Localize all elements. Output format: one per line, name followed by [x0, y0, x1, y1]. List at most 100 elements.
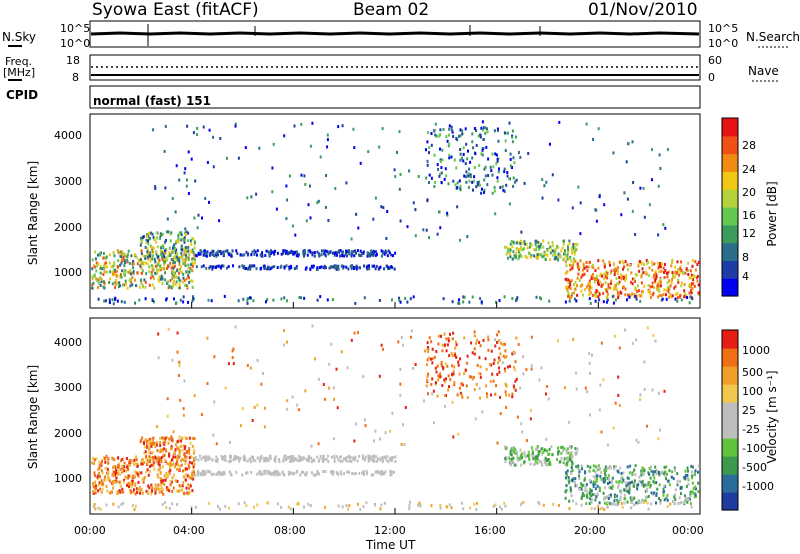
data-pixel — [692, 278, 695, 282]
data-pixel — [618, 480, 621, 483]
data-pixel — [312, 473, 315, 477]
data-pixel — [652, 470, 655, 474]
data-pixel — [579, 488, 582, 491]
data-pixel — [483, 178, 486, 182]
data-pixel — [161, 479, 164, 483]
data-pixel — [239, 424, 242, 428]
data-pixel — [563, 447, 566, 451]
data-pixel — [332, 386, 335, 390]
data-pixel — [191, 261, 194, 265]
data-pixel — [192, 131, 195, 135]
velocity-colorbar — [721, 329, 739, 511]
data-pixel — [174, 260, 176, 264]
data-pixel — [184, 227, 187, 231]
data-pixel — [609, 464, 612, 468]
data-pixel — [624, 279, 627, 282]
data-pixel — [688, 497, 691, 501]
data-pixel — [354, 249, 356, 253]
data-pixel — [157, 455, 160, 459]
data-pixel — [393, 267, 396, 271]
data-pixel — [528, 251, 530, 255]
data-pixel — [250, 455, 253, 459]
data-pixel — [513, 256, 516, 260]
data-pixel — [462, 300, 465, 304]
data-pixel — [549, 463, 552, 467]
data-pixel — [139, 491, 141, 495]
data-pixel — [100, 461, 103, 465]
data-pixel — [149, 276, 152, 280]
data-pixel — [133, 470, 136, 474]
data-pixel — [651, 281, 654, 285]
data-pixel — [596, 492, 599, 496]
data-pixel — [174, 479, 177, 483]
data-pixel — [598, 501, 601, 505]
data-pixel — [274, 455, 277, 459]
data-pixel — [178, 435, 181, 439]
data-pixel — [447, 339, 450, 343]
data-pixel — [381, 127, 384, 131]
data-pixel — [590, 286, 593, 290]
data-pixel — [167, 286, 170, 290]
data-pixel — [690, 470, 693, 474]
data-pixel — [172, 281, 175, 285]
data-pixel — [626, 465, 629, 469]
data-pixel — [535, 456, 537, 459]
data-pixel — [470, 175, 472, 179]
data-pixel — [476, 181, 479, 185]
data-pixel — [214, 459, 217, 463]
data-pixel — [288, 472, 290, 476]
data-pixel — [594, 465, 597, 469]
data-pixel — [462, 153, 465, 156]
data-pixel — [170, 447, 172, 451]
data-pixel — [647, 289, 650, 293]
data-pixel — [607, 497, 610, 500]
data-pixel — [439, 133, 442, 137]
data-pixel — [551, 453, 554, 457]
data-pixel — [346, 470, 349, 474]
data-pixel — [428, 151, 430, 155]
data-pixel — [366, 254, 369, 258]
data-pixel — [515, 377, 518, 381]
data-pixel — [208, 200, 210, 204]
data-pixel — [256, 359, 259, 362]
data-pixel — [542, 245, 545, 249]
power-colorbar-segment — [722, 242, 738, 261]
vel-cb-tick-0: 1000 — [742, 344, 770, 357]
data-pixel — [234, 124, 237, 128]
data-pixel — [139, 440, 142, 444]
data-pixel — [570, 295, 573, 299]
data-pixel — [511, 446, 514, 450]
data-pixel — [571, 266, 574, 270]
data-pixel — [454, 353, 457, 357]
data-pixel — [495, 153, 498, 157]
data-pixel — [580, 484, 583, 488]
data-pixel — [303, 456, 306, 460]
data-pixel — [657, 288, 660, 292]
data-pixel — [213, 355, 216, 359]
data-pixel — [183, 283, 186, 287]
data-pixel — [205, 266, 208, 270]
data-pixel — [191, 436, 194, 440]
data-pixel — [487, 157, 490, 161]
data-pixel — [114, 473, 116, 477]
data-pixel — [400, 443, 403, 446]
data-pixel — [638, 479, 641, 483]
data-pixel — [613, 267, 616, 271]
data-pixel — [244, 456, 247, 460]
data-pixel — [363, 473, 366, 476]
data-pixel — [541, 196, 544, 200]
data-pixel — [217, 504, 219, 508]
data-pixel — [380, 472, 383, 476]
data-pixel — [120, 459, 123, 463]
data-pixel — [278, 472, 280, 476]
data-pixel — [91, 456, 94, 460]
data-pixel — [359, 161, 362, 165]
data-pixel — [149, 456, 152, 460]
data-pixel — [644, 489, 647, 493]
power-colorbar-segment — [722, 278, 738, 297]
data-pixel — [154, 455, 157, 459]
data-pixel — [674, 292, 677, 296]
data-pixel — [147, 257, 150, 261]
data-pixel — [380, 343, 383, 347]
data-pixel — [468, 179, 471, 183]
